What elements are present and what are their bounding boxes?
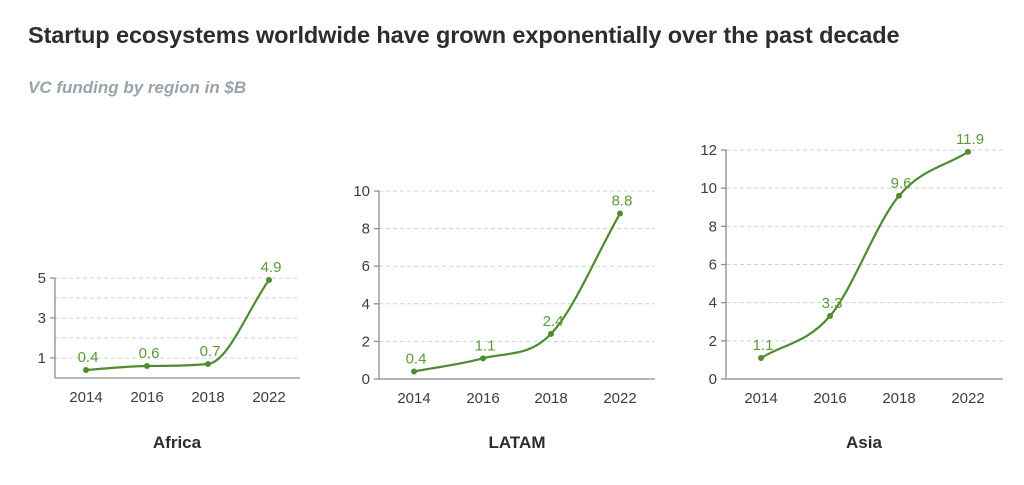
series-line [84,278,271,372]
chart-subtitle: VC funding by region in $B [28,78,247,97]
data-point [617,210,623,217]
data-point [83,367,89,373]
data-point [548,330,554,337]
x-tick-label: 2018 [534,390,567,407]
data-label: 9.6 [891,175,912,192]
y-tick-label: 8 [709,218,717,235]
x-tick-label: 2018 [191,389,224,406]
data-label: 4.9 [261,259,282,276]
data-point [144,363,150,369]
y-tick-label: 0 [362,371,370,388]
x-tick-label: 2022 [603,390,636,407]
data-label: 0.7 [200,343,221,360]
x-tick-label: 2014 [69,389,102,406]
x-tick-label: 2016 [466,390,499,407]
x-tick-label: 2014 [397,390,430,407]
data-label: 11.9 [956,131,984,148]
data-point [758,355,764,362]
data-point [205,361,211,367]
y-tick-label: 6 [709,257,717,274]
data-point [965,148,971,155]
y-tick-label: 3 [38,310,46,327]
data-label: 0.6 [139,345,160,362]
series-line [759,150,970,360]
data-label: 1.1 [753,337,774,354]
y-tick-label: 4 [709,295,717,312]
x-tick-label: 2016 [130,389,163,406]
data-label: 1.1 [475,337,496,354]
series-line [412,212,622,373]
y-tick-label: 2 [709,333,717,350]
y-tick-label: 12 [700,142,717,159]
data-point [480,355,486,362]
chart-title: Startup ecosystems worldwide have grown … [28,22,900,48]
y-tick-label: 1 [38,350,46,367]
x-tick-label: 2016 [813,390,846,407]
chart-latam: 0 2 4 6 8 10 2014 2016 2018 2022 0.4 1.1 2.4 8.8 LATAM [353,183,655,452]
data-label: 2.4 [543,313,564,330]
data-label: 0.4 [406,350,427,367]
data-label: 0.4 [78,349,99,366]
data-point [266,277,272,283]
y-tick-label: 8 [362,221,370,238]
data-point [827,313,833,320]
y-tick-label: 4 [362,296,370,313]
region-title: Asia [846,433,882,452]
chart-africa: 1 3 5 2014 2016 2018 2022 0.4 0.6 0.7 4.9 Africa [38,259,300,452]
data-label: 8.8 [612,193,633,210]
data-label: 3.3 [822,295,843,312]
chart-asia: 0 2 4 6 8 10 12 2014 2016 2018 2022 1.1 3.3 9.6 11.9 As… [700,131,1003,452]
y-tick-label: 10 [353,183,370,200]
region-title: Africa [153,433,202,452]
x-tick-label: 2014 [744,390,777,407]
y-tick-label: 5 [38,270,46,287]
x-tick-label: 2018 [882,390,915,407]
y-tick-label: 6 [362,258,370,275]
x-tick-label: 2022 [252,389,285,406]
region-title: LATAM [489,433,546,452]
x-tick-label: 2022 [951,390,984,407]
data-point [411,368,417,375]
data-point [896,192,902,199]
y-tick-label: 0 [709,371,717,388]
y-tick-label: 10 [700,180,717,197]
y-tick-label: 2 [362,333,370,350]
